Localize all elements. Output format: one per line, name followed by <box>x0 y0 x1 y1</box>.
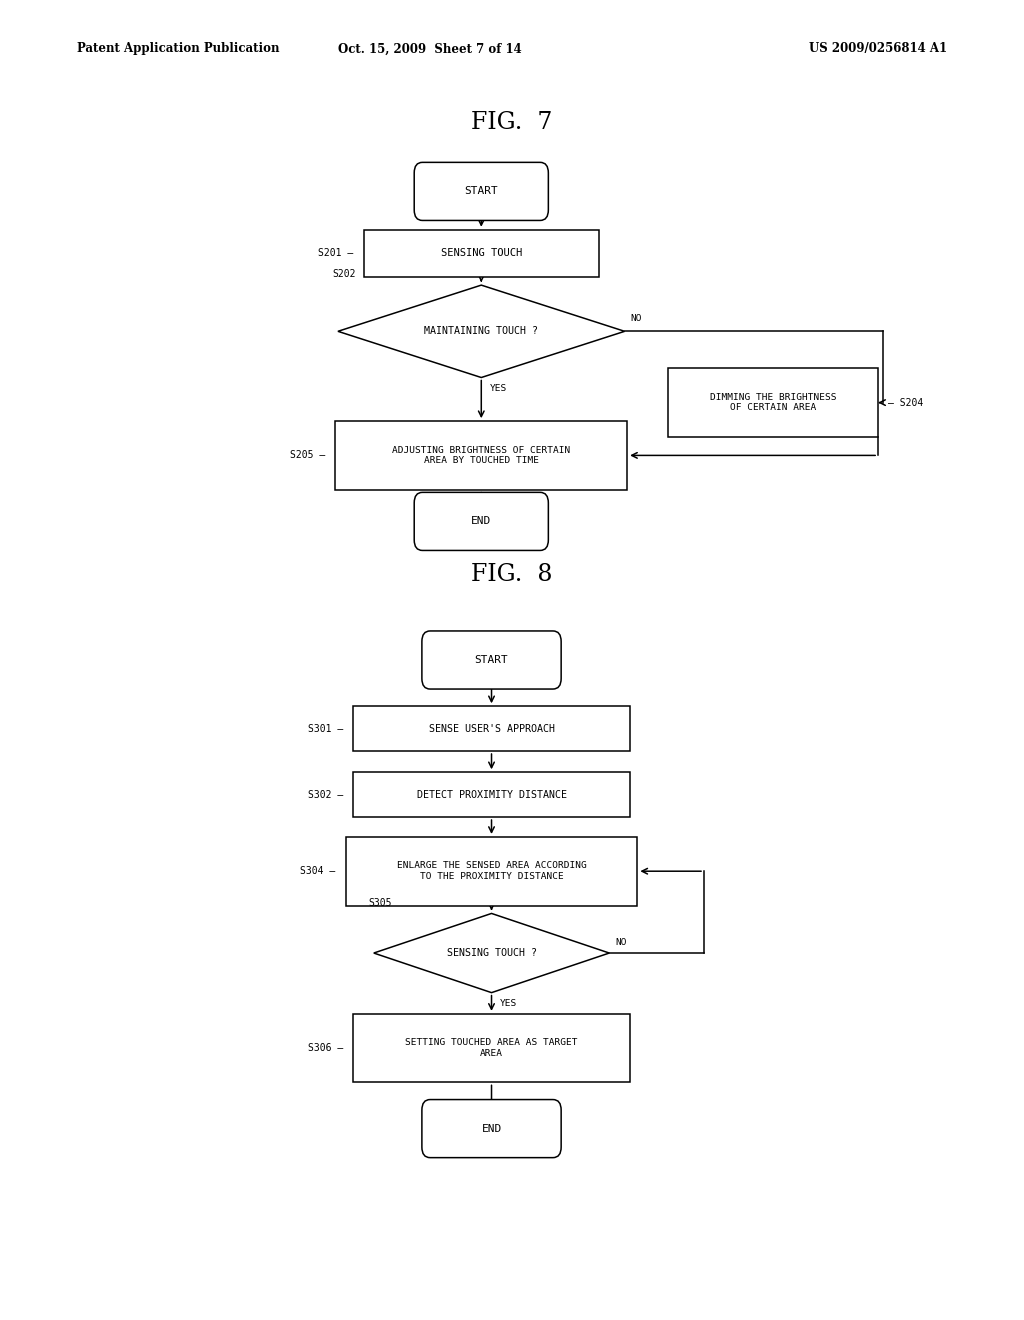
Bar <box>336 421 627 490</box>
FancyBboxPatch shape <box>414 162 549 220</box>
Text: END: END <box>471 516 492 527</box>
Text: END: END <box>481 1123 502 1134</box>
Text: SETTING TOUCHED AREA AS TARGET
AREA: SETTING TOUCHED AREA AS TARGET AREA <box>406 1039 578 1057</box>
Text: US 2009/0256814 A1: US 2009/0256814 A1 <box>809 42 947 55</box>
Text: S202: S202 <box>333 268 356 279</box>
Polygon shape <box>338 285 625 378</box>
Bar <box>353 1014 630 1082</box>
Text: Oct. 15, 2009  Sheet 7 of 14: Oct. 15, 2009 Sheet 7 of 14 <box>338 42 522 55</box>
Bar <box>353 706 630 751</box>
Text: NO: NO <box>631 314 642 322</box>
Text: S306 —: S306 — <box>308 1043 343 1053</box>
Bar <box>364 230 599 277</box>
Text: S304 —: S304 — <box>300 866 336 876</box>
Text: YES: YES <box>500 999 517 1008</box>
Text: DIMMING THE BRIGHTNESS
OF CERTAIN AREA: DIMMING THE BRIGHTNESS OF CERTAIN AREA <box>710 393 837 412</box>
Text: FIG.  8: FIG. 8 <box>471 562 553 586</box>
Bar <box>353 772 630 817</box>
Text: — S204: — S204 <box>889 397 924 408</box>
Text: ENLARGE THE SENSED AREA ACCORDING
TO THE PROXIMITY DISTANCE: ENLARGE THE SENSED AREA ACCORDING TO THE… <box>396 862 587 880</box>
Text: DETECT PROXIMITY DISTANCE: DETECT PROXIMITY DISTANCE <box>417 789 566 800</box>
Text: S305: S305 <box>369 898 392 908</box>
Text: MAINTAINING TOUCH ?: MAINTAINING TOUCH ? <box>424 326 539 337</box>
Text: ADJUSTING BRIGHTNESS OF CERTAIN
AREA BY TOUCHED TIME: ADJUSTING BRIGHTNESS OF CERTAIN AREA BY … <box>392 446 570 465</box>
Text: NO: NO <box>615 939 627 946</box>
Text: FIG.  7: FIG. 7 <box>471 111 553 135</box>
Bar <box>346 837 637 906</box>
Text: S301 —: S301 — <box>308 723 343 734</box>
Text: S302 —: S302 — <box>308 789 343 800</box>
Text: SENSING TOUCH: SENSING TOUCH <box>440 248 522 259</box>
Bar <box>668 368 878 437</box>
Polygon shape <box>374 913 609 993</box>
Text: SENSING TOUCH ?: SENSING TOUCH ? <box>446 948 537 958</box>
FancyBboxPatch shape <box>414 492 549 550</box>
FancyBboxPatch shape <box>422 631 561 689</box>
Text: START: START <box>465 186 498 197</box>
Text: SENSE USER'S APPROACH: SENSE USER'S APPROACH <box>428 723 555 734</box>
Text: Patent Application Publication: Patent Application Publication <box>77 42 280 55</box>
Text: S201 —: S201 — <box>318 248 353 259</box>
FancyBboxPatch shape <box>422 1100 561 1158</box>
Text: S205 —: S205 — <box>290 450 326 461</box>
Text: START: START <box>475 655 508 665</box>
Text: YES: YES <box>489 384 507 393</box>
